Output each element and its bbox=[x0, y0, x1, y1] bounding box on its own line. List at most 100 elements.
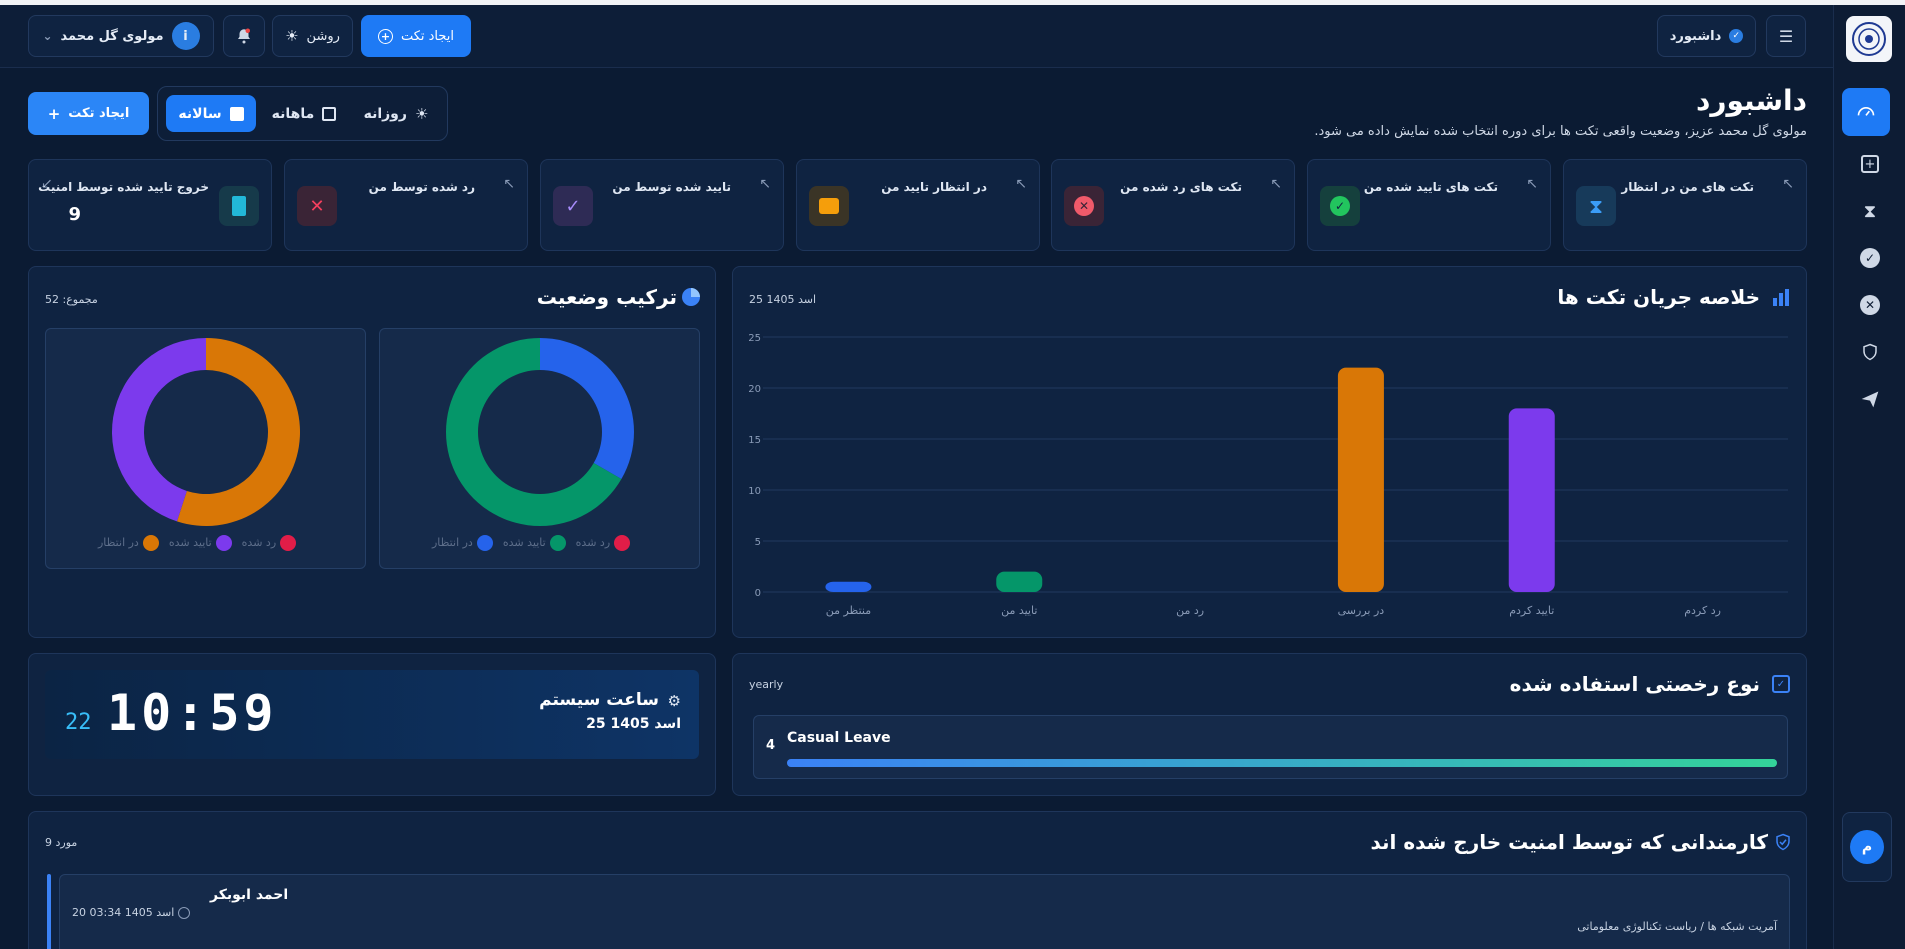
stat-label: تایید شده توسط من bbox=[612, 180, 731, 194]
legend-rejected: رد شده bbox=[242, 535, 297, 551]
arrow-up-left-icon: ↖ bbox=[1015, 176, 1027, 192]
legend-pending: در انتظار bbox=[98, 535, 159, 551]
stat-label: در انتظار تایید من bbox=[881, 180, 987, 194]
x-tick-label: رد من bbox=[1176, 604, 1204, 617]
user-x-icon: ✕ bbox=[297, 186, 337, 226]
user-avatar: i bbox=[171, 22, 200, 50]
exits-count: 9 مورد bbox=[45, 836, 78, 849]
legend-label: در انتظار bbox=[432, 536, 473, 549]
hourglass-icon: ⧗ bbox=[1863, 200, 1877, 222]
leave-type-panel: نوع رخصتی استفاده شده ✓ yearly 4 Casual … bbox=[732, 653, 1807, 796]
flow-panel-date: 25 اسد 1405 bbox=[749, 293, 817, 306]
stat-label: رد شده توسط من bbox=[368, 180, 475, 194]
clock-title: ساعت سیستم bbox=[539, 690, 659, 710]
clock-seconds: 22 bbox=[65, 710, 92, 735]
x-tick-label: در بررسی bbox=[1338, 604, 1385, 617]
plus-square-icon: + bbox=[1861, 155, 1879, 173]
user-name: مولوی گل محمد bbox=[60, 28, 164, 44]
y-tick-label: 20 bbox=[748, 384, 761, 395]
stat-card-my-rejected[interactable]: ↖ تکت های رد شده من 0 ✕ bbox=[1051, 159, 1295, 251]
clock-card: ساعت سیستم ⚙ 25 اسد 1405 10:59 22 bbox=[45, 670, 699, 759]
rail-security[interactable] bbox=[1850, 332, 1890, 372]
create-ticket-top-button[interactable]: + ایجاد تکت bbox=[361, 15, 471, 57]
stat-card-my-approved[interactable]: ↖ تکت های تایید شده من 2 ✓ bbox=[1307, 159, 1551, 251]
calendar-icon bbox=[322, 106, 337, 121]
stat-label: تکت های تایید شده من bbox=[1363, 180, 1498, 194]
bar[interactable] bbox=[825, 581, 872, 592]
donut-slice[interactable] bbox=[112, 338, 206, 522]
rail-rejected[interactable]: ✕ bbox=[1850, 285, 1890, 325]
legend-pending: در انتظار bbox=[432, 535, 493, 551]
stat-value: 9 bbox=[68, 204, 81, 225]
stat-card-rejected-by-me[interactable]: ↖ رد شده توسط من 0 ✕ bbox=[284, 159, 528, 251]
legend-label: تایید شده bbox=[168, 536, 212, 549]
arrow-down-left-icon: ↙ bbox=[41, 176, 53, 192]
sun-icon: ☀ bbox=[285, 27, 299, 45]
theme-label: روشن bbox=[306, 28, 340, 44]
stat-label: خروج تایید شده توسط امنیت bbox=[38, 180, 209, 194]
exit-department: آمریت شبکه ها / ریاست تکنالوژی معلوماتی bbox=[1577, 920, 1777, 933]
arrow-up-left-icon: ↖ bbox=[1782, 176, 1794, 192]
rail-send[interactable] bbox=[1850, 379, 1890, 419]
page-title: داشبورد bbox=[1696, 84, 1807, 117]
legend-label: رد شده bbox=[575, 536, 611, 549]
user-check-icon: ✓ bbox=[553, 186, 593, 226]
stat-label: تکت های رد شده من bbox=[1120, 180, 1242, 194]
clock-date: 25 اسد 1405 bbox=[586, 716, 681, 732]
tab-daily[interactable]: روزانه ☀ bbox=[352, 95, 440, 132]
shield-check-icon bbox=[1776, 833, 1790, 851]
rail-approved[interactable]: ✓ bbox=[1850, 238, 1890, 278]
shield-icon bbox=[1863, 343, 1877, 361]
side-rail: + ⧗ ✓ ✕ م bbox=[1833, 5, 1905, 949]
donut-legend-approvals: رد شده تایید شده در انتظار bbox=[98, 535, 297, 551]
rail-dashboard[interactable] bbox=[1842, 88, 1890, 136]
flow-panel-title: خلاصه جریان تکت ها bbox=[1557, 285, 1760, 309]
legend-swatch bbox=[549, 535, 566, 551]
legend-swatch bbox=[614, 535, 631, 551]
menu-toggle-button[interactable]: ☰ bbox=[1766, 15, 1806, 57]
donut-slice[interactable] bbox=[446, 338, 622, 526]
donut-slice[interactable] bbox=[176, 338, 301, 526]
legend-swatch bbox=[142, 535, 159, 551]
user-menu-button[interactable]: ⌄ مولوی گل محمد i bbox=[28, 15, 214, 57]
stat-card-my-pending[interactable]: ↖ تکت های من در انتظار 1 ⧗ bbox=[1563, 159, 1807, 251]
bar-chart-icon bbox=[1773, 289, 1789, 306]
theme-toggle-button[interactable]: ☀ روشن bbox=[272, 15, 353, 57]
rail-pending[interactable]: ⧗ bbox=[1850, 191, 1890, 231]
x-circle-icon: ✕ bbox=[1064, 186, 1104, 226]
clock-icon bbox=[178, 906, 191, 919]
calendar-check-icon: ✓ bbox=[1772, 675, 1790, 693]
org-logo bbox=[1846, 16, 1892, 62]
legend-label: در انتظار bbox=[98, 536, 139, 549]
bar[interactable] bbox=[996, 571, 1043, 592]
x-circle-icon: ✕ bbox=[1860, 295, 1880, 315]
tab-yearly[interactable]: سالانه bbox=[166, 95, 256, 132]
composition-total: مجموع: 52 bbox=[45, 293, 98, 306]
bar[interactable] bbox=[1508, 408, 1555, 592]
bar[interactable] bbox=[1337, 367, 1384, 592]
y-tick-label: 5 bbox=[755, 537, 761, 548]
legend-rejected: رد شده bbox=[575, 535, 631, 551]
composition-panel: ترکیب وضعیت مجموع: 52 رد شده تایید شده د… bbox=[28, 266, 716, 638]
donut-chart-approvals bbox=[112, 338, 301, 526]
rail-new-ticket[interactable]: + bbox=[1850, 144, 1890, 184]
stat-card-approved-by-me[interactable]: ↖ تایید شده توسط من 18 ✓ bbox=[540, 159, 784, 251]
calendar-icon bbox=[229, 106, 244, 121]
donut-legend-mine: رد شده تایید شده در انتظار bbox=[432, 535, 631, 551]
rail-user-card[interactable]: م bbox=[1842, 812, 1892, 882]
period-tabs: سالانه ماهانه روزانه ☀ bbox=[157, 86, 448, 141]
exits-scroll-track[interactable] bbox=[47, 874, 51, 949]
hourglass-icon: ⧗ bbox=[1576, 186, 1616, 226]
donut-slice[interactable] bbox=[540, 338, 634, 479]
notifications-button[interactable] bbox=[223, 15, 265, 57]
clock-minute: 59 bbox=[209, 684, 278, 742]
tab-monthly[interactable]: ماهانه bbox=[262, 95, 346, 132]
stat-card-security-exits[interactable]: ↙ خروج تایید شده توسط امنیت 9 bbox=[28, 159, 272, 251]
exit-row[interactable]: احمد ابوبکر 20 اسد 1405 03:34 آمریت شبکه… bbox=[59, 874, 1790, 949]
stat-card-awaiting-my-approval[interactable]: ↖ در انتظار تایید من 22 bbox=[796, 159, 1040, 251]
create-ticket-button[interactable]: + ایجاد تکت bbox=[28, 92, 149, 135]
dashboard-breadcrumb[interactable]: داشبورد ✓ bbox=[1657, 15, 1756, 57]
security-exits-panel: کارمندانی که توسط امنیت خارج شده اند 9 م… bbox=[28, 811, 1807, 949]
rail-avatar: م bbox=[1850, 830, 1884, 864]
x-tick-label: رد کردم bbox=[1684, 604, 1721, 617]
